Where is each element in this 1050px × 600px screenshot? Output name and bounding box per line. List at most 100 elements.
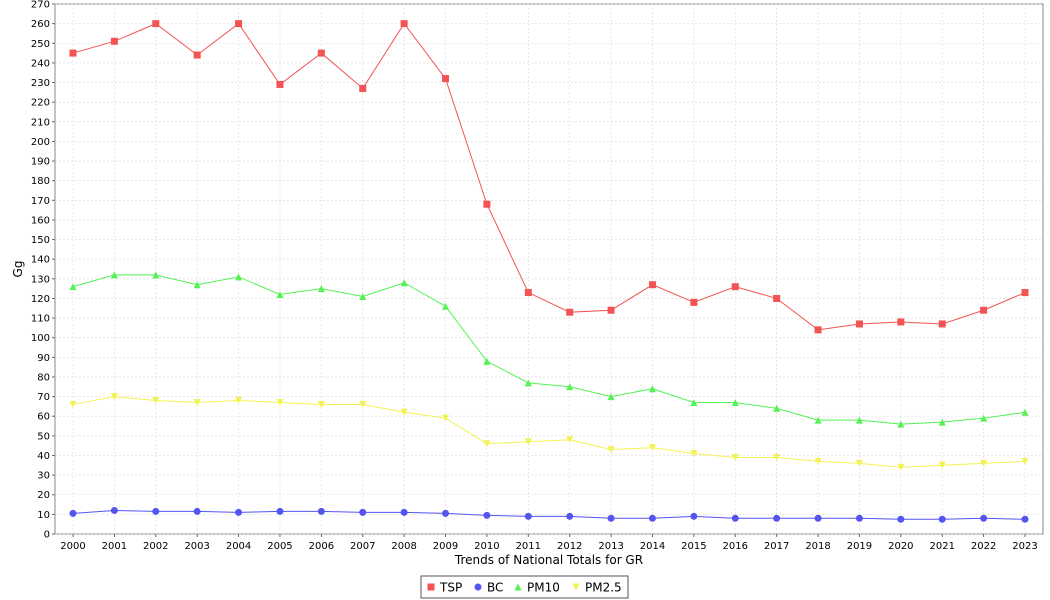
data-point-pm10: [193, 281, 201, 289]
legend-label-pm10: PM10: [527, 581, 560, 595]
y-tick-label: 190: [31, 157, 50, 168]
data-point-pm2-5: [400, 408, 408, 416]
y-tick-label: 260: [31, 19, 50, 30]
data-point-tsp: [566, 308, 574, 316]
data-point-pm2-5: [69, 400, 77, 408]
y-tick-label: 250: [31, 39, 50, 50]
legend-label-bc: BC: [487, 581, 503, 595]
x-tick-label: 2023: [1012, 541, 1037, 552]
y-tick-label: 80: [37, 372, 50, 383]
data-point-bc: [442, 509, 450, 517]
data-point-bc: [980, 514, 988, 522]
x-tick-label: 2004: [226, 541, 251, 552]
series-pm10: [69, 271, 1029, 428]
data-point-pm2-5: [152, 397, 160, 405]
data-point-tsp: [731, 283, 739, 291]
data-point-pm2-5: [980, 459, 988, 467]
x-tick-label: 2016: [723, 541, 748, 552]
data-point-tsp: [648, 281, 656, 289]
x-tick-label: 2001: [102, 541, 127, 552]
x-tick-label: 2006: [309, 541, 334, 552]
data-point-bc: [152, 507, 160, 515]
legend-marker-bc: [474, 583, 482, 591]
data-point-pm10: [648, 385, 656, 393]
x-tick-label: 2017: [764, 541, 789, 552]
data-point-tsp: [690, 298, 698, 306]
data-point-pm10: [897, 420, 905, 428]
y-tick-label: 100: [31, 333, 50, 344]
legend-label-pm2-5: PM2.5: [585, 581, 622, 595]
y-tick-label: 20: [37, 490, 50, 501]
data-point-pm10: [566, 383, 574, 391]
data-point-pm2-5: [731, 453, 739, 461]
data-point-tsp: [359, 84, 367, 92]
y-tick-label: 30: [37, 471, 50, 482]
data-point-tsp: [524, 289, 532, 297]
y-tick-label: 70: [37, 392, 50, 403]
data-point-bc: [773, 514, 781, 522]
y-tick-label: 90: [37, 353, 50, 364]
series-layer: [69, 20, 1029, 523]
data-point-bc: [690, 512, 698, 520]
legend-marker-pm10: [514, 583, 522, 591]
data-point-bc: [276, 507, 284, 515]
y-tick-label: 230: [31, 78, 50, 89]
data-point-bc: [1021, 515, 1029, 523]
y-tick-label: 10: [37, 510, 50, 521]
y-tick-label: 110: [31, 314, 50, 325]
legend-label-tsp: TSP: [439, 581, 462, 595]
x-tick-label: 2010: [474, 541, 499, 552]
data-point-bc: [359, 508, 367, 516]
x-tick-label: 2015: [681, 541, 706, 552]
data-point-pm2-5: [317, 400, 325, 408]
data-point-bc: [648, 514, 656, 522]
data-point-pm10: [400, 279, 408, 287]
data-point-pm2-5: [814, 457, 822, 465]
x-tick-label: 2020: [888, 541, 913, 552]
data-point-bc: [524, 512, 532, 520]
data-point-bc: [938, 515, 946, 523]
y-tick-label: 240: [31, 58, 50, 69]
plot-area: [54, 3, 1044, 535]
data-point-tsp: [400, 20, 408, 28]
data-point-tsp: [193, 51, 201, 59]
data-point-bc: [855, 514, 863, 522]
data-point-bc: [193, 507, 201, 515]
x-tick-label: 2014: [640, 541, 665, 552]
data-point-tsp: [276, 80, 284, 88]
legend-marker-tsp: [427, 583, 435, 591]
data-point-bc: [566, 512, 574, 520]
data-point-tsp: [607, 306, 615, 314]
data-point-pm2-5: [524, 438, 532, 446]
data-point-pm2-5: [897, 463, 905, 471]
y-tick-label: 170: [31, 196, 50, 207]
x-axis-ticks: 2000 2001 2002 2003 2004 2005 2006 2007 2008 2009…: [60, 534, 1038, 552]
data-point-pm2-5: [483, 440, 491, 448]
data-point-tsp: [110, 37, 118, 45]
y-tick-label: 140: [31, 255, 50, 266]
data-point-pm2-5: [855, 459, 863, 467]
data-point-pm10: [690, 398, 698, 406]
data-point-tsp: [69, 49, 77, 57]
y-tick-label: 60: [37, 412, 50, 423]
x-tick-label: 2013: [598, 541, 623, 552]
x-tick-label: 2022: [971, 541, 996, 552]
data-point-pm10: [359, 292, 367, 300]
data-point-pm10: [938, 418, 946, 426]
x-tick-label: 2003: [184, 541, 209, 552]
data-point-tsp: [152, 20, 160, 28]
data-point-tsp: [442, 75, 450, 83]
data-point-pm2-5: [938, 461, 946, 469]
series-tsp: [69, 20, 1029, 334]
data-point-pm2-5: [359, 400, 367, 408]
data-point-bc: [897, 515, 905, 523]
series-pm2-5: [69, 393, 1029, 471]
y-axis-title: Gg: [11, 261, 25, 278]
x-tick-label: 2002: [143, 541, 168, 552]
data-point-pm2-5: [442, 414, 450, 422]
legend: TSP BC PM10 PM2.5: [420, 575, 629, 599]
data-point-bc: [235, 508, 243, 516]
data-point-pm2-5: [235, 397, 243, 405]
data-point-pm2-5: [1021, 457, 1029, 465]
y-tick-label: 270: [31, 0, 50, 11]
